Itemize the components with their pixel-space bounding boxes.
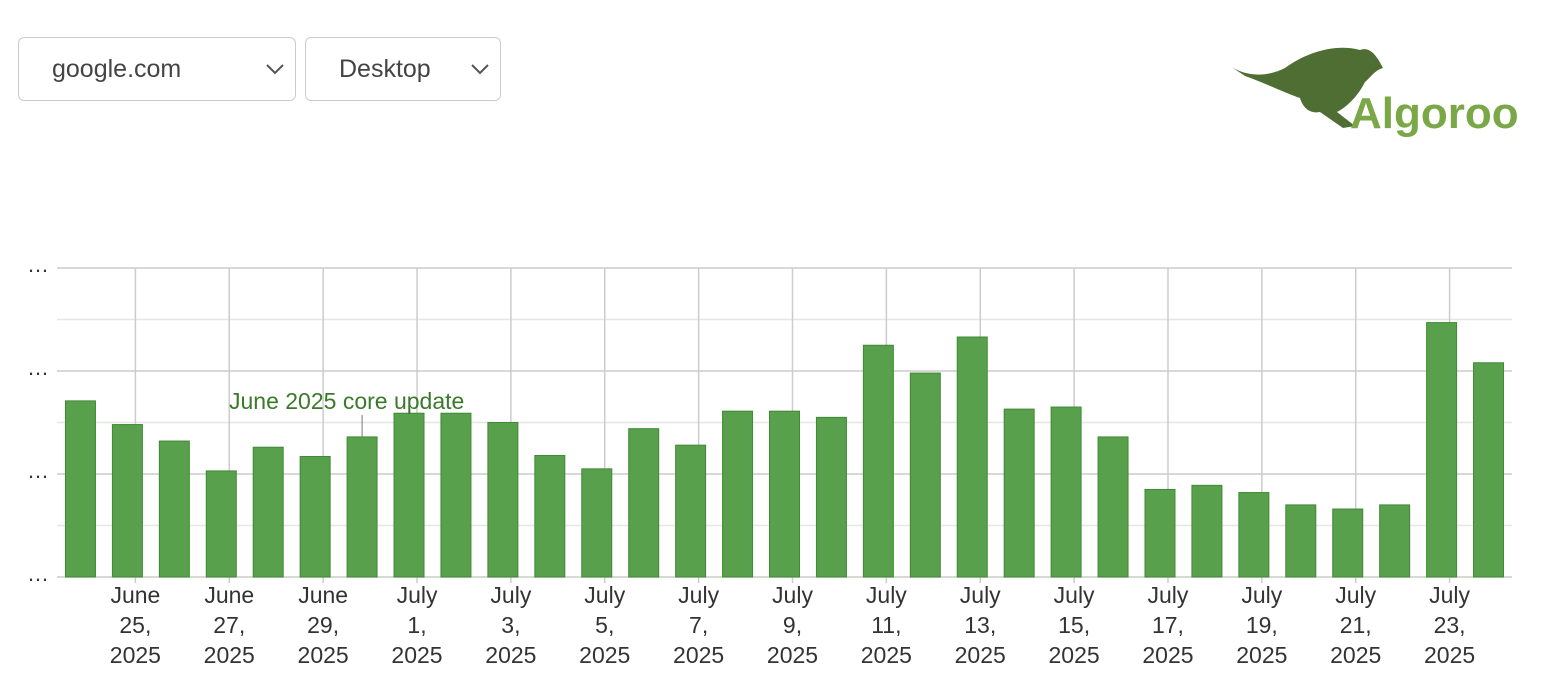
x-tick-label: July 1, 2025 [391, 582, 443, 668]
x-tick-label: July 9, 2025 [766, 582, 819, 668]
bar [815, 416, 847, 578]
bar [1238, 492, 1270, 578]
bar [1191, 484, 1223, 578]
bar [581, 468, 613, 578]
x-tick-label: July 23, 2025 [1424, 582, 1476, 668]
bar [675, 444, 707, 578]
bar [722, 410, 754, 578]
bar [158, 440, 190, 578]
x-tick-label: July 11, 2025 [860, 582, 912, 668]
bar [909, 372, 941, 578]
bar [440, 412, 472, 578]
x-tick-label: July 3, 2025 [485, 582, 537, 668]
x-tick-label: June 29, 2025 [297, 582, 349, 668]
x-tick-label: July 21, 2025 [1330, 582, 1382, 668]
x-tick-label: July 19, 2025 [1236, 582, 1288, 668]
bar [252, 446, 284, 578]
bar [1003, 408, 1035, 578]
x-tick-label: July 15, 2025 [1048, 582, 1100, 668]
site-select[interactable]: google.com [18, 37, 296, 101]
logo: Algoroo [1230, 47, 1519, 138]
y-tick-label: … [27, 355, 49, 380]
bar [1426, 322, 1458, 578]
bar [1144, 488, 1176, 578]
bar [393, 412, 425, 578]
bar [299, 455, 331, 578]
bar [1285, 504, 1317, 578]
bar [862, 344, 894, 578]
site-select-label: google.com [52, 55, 182, 83]
bar [1379, 504, 1411, 578]
x-tick-label: June 25, 2025 [109, 582, 161, 668]
x-tick-label: July 13, 2025 [954, 582, 1006, 668]
bar [346, 436, 378, 578]
bar [1473, 362, 1505, 578]
x-tick-label: July 7, 2025 [673, 582, 725, 668]
bar [1332, 508, 1364, 578]
bar [534, 454, 566, 578]
bar [1097, 436, 1129, 578]
y-tick-label: … [27, 252, 49, 277]
bar [956, 336, 988, 578]
bar [487, 422, 519, 578]
chevron [266, 64, 284, 75]
x-tick-label: June 27, 2025 [203, 582, 255, 668]
logo-text: Algoroo [1350, 89, 1519, 138]
bar [111, 424, 143, 578]
y-tick-label: … [27, 561, 49, 586]
y-tick-label: … [27, 458, 49, 483]
x-tick-label: July 5, 2025 [579, 582, 631, 668]
bar [628, 428, 660, 578]
bar [64, 400, 96, 578]
x-tick-label: July 17, 2025 [1142, 582, 1194, 668]
bar [769, 410, 800, 578]
device-select-label: Desktop [339, 55, 431, 83]
annotation: June 2025 core update [229, 388, 464, 414]
chevron [471, 64, 489, 75]
bar [1050, 406, 1082, 578]
device-select[interactable]: Desktop [305, 37, 501, 101]
bar [205, 470, 237, 578]
kangaroo [1230, 47, 1383, 128]
